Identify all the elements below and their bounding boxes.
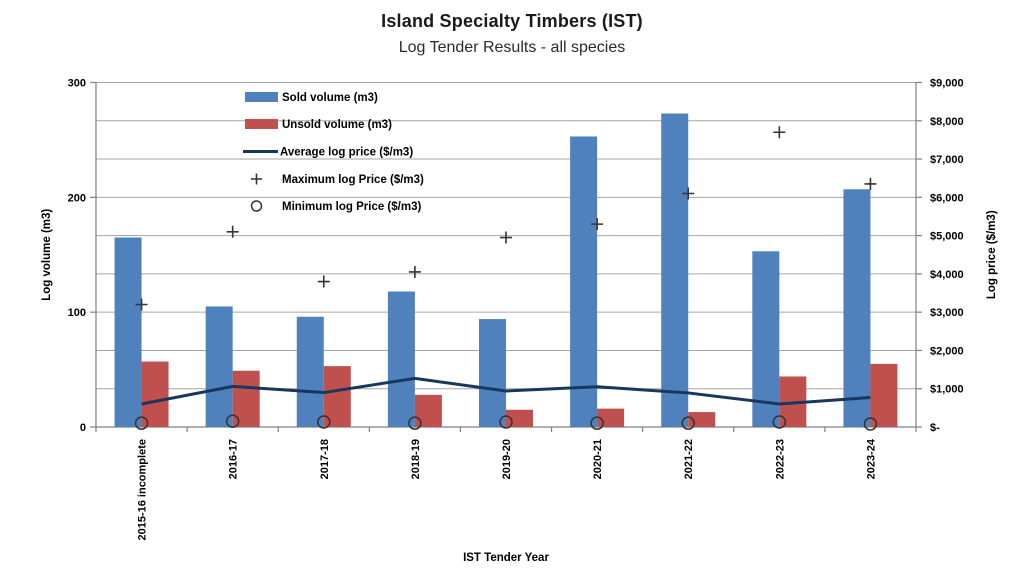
right-axis-tick-label: $1,000 [930, 384, 964, 396]
legend-circle-marker [250, 200, 263, 212]
right-axis-tick-label: $4,000 [930, 269, 964, 281]
unsold-volume-bar [232, 370, 260, 427]
right-axis-title: Log price ($/m3) [986, 210, 998, 299]
left-axis-tick-label: 100 [68, 307, 86, 319]
x-axis-category-label: 2021-22 [683, 439, 695, 479]
max-price-marker [500, 231, 512, 244]
x-axis-category-label: 2015-16 incomplete [137, 439, 149, 541]
chart-subtitle: Log Tender Results - all species [398, 39, 626, 56]
unsold-volume-bar [870, 363, 898, 427]
max-price-marker [591, 218, 604, 231]
x-axis-category-label: 2019-20 [501, 439, 513, 479]
legend-plus-marker [251, 173, 262, 185]
legend-swatch-unsold [245, 119, 278, 129]
max-price-marker [864, 177, 877, 190]
legend-label: Maximum log Price ($/m3) [282, 174, 424, 186]
x-axis-category-label: 2018-19 [410, 439, 422, 479]
unsold-volume-bar [688, 412, 716, 427]
max-price-marker [682, 187, 695, 200]
right-axis-tick-label: $6,000 [930, 192, 964, 204]
sold-volume-bar [296, 316, 324, 427]
right-axis-tick-label: $5,000 [930, 231, 964, 243]
max-price-marker [226, 225, 239, 238]
sold-volume-bar [479, 319, 506, 427]
max-price-marker [317, 275, 330, 288]
legend-label: Minimum log Price ($/m3) [282, 201, 421, 213]
sold-volume-bar [661, 113, 689, 427]
right-axis-tick-label: $9,000 [930, 78, 964, 90]
average-price-line [141, 376, 871, 406]
x-axis-category-label: 2017-18 [319, 439, 331, 479]
unsold-volume-bar [323, 366, 351, 427]
min-price-marker [772, 415, 787, 429]
right-axis-tick-label: $7,000 [930, 154, 964, 166]
left-axis-title: Log volume (m3) [41, 209, 53, 301]
sold-volume-bar [205, 306, 233, 427]
min-price-marker [317, 415, 331, 429]
x-axis-category-label: 2016-17 [228, 439, 240, 479]
x-axis-title: IST Tender Year [463, 552, 549, 564]
left-axis-tick-label: 200 [68, 192, 86, 204]
min-price-marker [225, 414, 240, 429]
min-price-marker [863, 417, 878, 431]
sold-volume-bar [752, 251, 780, 427]
legend-label: Sold volume (m3) [282, 92, 378, 104]
x-axis-category-label: 2023-24 [865, 438, 877, 479]
x-axis-category-label: 2020-21 [592, 439, 604, 479]
left-axis-tick-label: 0 [80, 422, 86, 434]
sold-volume-bar [570, 136, 598, 427]
legend-swatch-sold [245, 92, 278, 102]
sold-volume-bar [843, 189, 871, 427]
legend-label: Average log price ($/m3) [280, 147, 413, 159]
right-axis-tick-label: $3,000 [930, 307, 964, 319]
unsold-volume-bar [141, 361, 169, 427]
min-price-marker [590, 416, 604, 430]
right-axis-tick-label: $8,000 [930, 116, 964, 128]
unsold-volume-bar [597, 408, 625, 427]
unsold-volume-bar [414, 394, 442, 427]
sold-volume-bar [114, 237, 142, 427]
unsold-volume-bar [506, 409, 533, 427]
legend-label: Unsold volume (m3) [282, 119, 392, 131]
min-price-marker [499, 415, 513, 429]
left-axis-tick-label: 300 [68, 78, 86, 90]
right-axis-tick-label: $2,000 [930, 345, 964, 357]
chart-title: Island Specialty Timbers (IST) [381, 11, 643, 31]
right-axis-tick-label: $- [930, 422, 940, 434]
x-axis-category-label: 2022-23 [774, 439, 786, 479]
max-price-marker [135, 298, 148, 311]
max-price-marker [773, 126, 786, 139]
min-price-marker [408, 416, 422, 430]
min-price-marker [681, 416, 695, 430]
min-price-marker [134, 416, 149, 430]
max-price-marker [408, 265, 421, 278]
sold-volume-bar [387, 291, 415, 427]
